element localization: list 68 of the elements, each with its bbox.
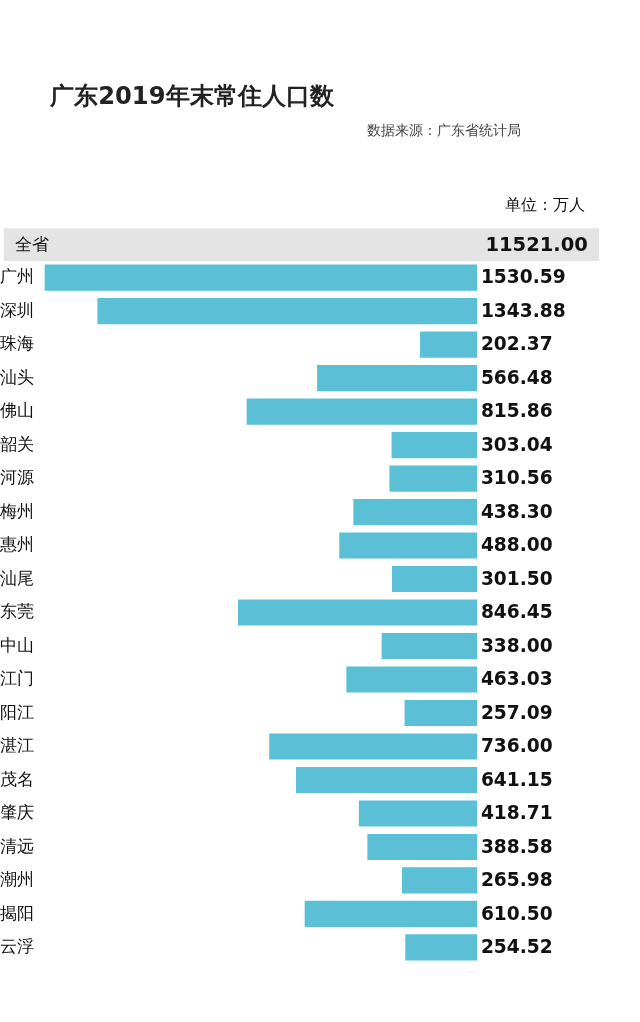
y-tick-label: 清远	[0, 835, 34, 856]
bar	[269, 733, 478, 760]
y-tick-label: 湛江	[0, 735, 34, 756]
y-tick-label: 汕尾	[0, 567, 34, 588]
bar	[238, 599, 478, 626]
y-tick-label: 珠海	[0, 333, 34, 354]
bar	[389, 465, 478, 492]
data-label: 641.15	[480, 768, 553, 790]
data-label: 301.50	[480, 567, 553, 589]
y-tick-label: 潮州	[0, 869, 34, 890]
y-tick-label: 阳江	[0, 701, 34, 722]
data-label: 265.98	[480, 869, 553, 891]
data-label: 310.56	[480, 467, 553, 489]
data-label: 736.00	[480, 735, 553, 757]
data-label: 303.04	[480, 433, 553, 455]
data-label: 418.71	[480, 802, 553, 824]
data-label: 202.37	[480, 333, 553, 355]
chart-title: 广东2019年末常住人口数	[49, 81, 335, 110]
bar	[402, 867, 478, 894]
bar	[404, 699, 478, 727]
y-tick-label: 惠州	[0, 534, 34, 555]
y-tick-label: 深圳	[0, 299, 34, 320]
y-tick-label: 佛山	[0, 400, 34, 421]
y-tick-label: 汕头	[0, 366, 34, 387]
y-tick-label: 云浮	[0, 936, 34, 957]
bar	[339, 532, 478, 559]
bar	[381, 632, 478, 660]
y-tick-label: 江门	[0, 668, 34, 689]
bar	[346, 666, 478, 693]
y-tick-label: 韶关	[0, 433, 34, 454]
data-label: 488.00	[480, 534, 553, 556]
bar	[296, 766, 478, 794]
data-label: 438.30	[480, 500, 553, 522]
y-tick-label: 东莞	[0, 601, 34, 622]
y-tick-label: 梅州	[0, 500, 34, 521]
bar	[392, 565, 478, 593]
data-label: 610.50	[480, 902, 553, 924]
data-label: 257.09	[480, 701, 553, 723]
bar	[246, 398, 478, 425]
bar	[97, 298, 478, 325]
data-label: 815.86	[480, 400, 553, 422]
y-tick-label: 河源	[0, 467, 34, 488]
text: 全省	[14, 233, 49, 254]
y-tick-label: 茂名	[0, 768, 34, 789]
bar	[405, 934, 478, 961]
data-label: 566.48	[480, 366, 553, 388]
y-tick-label: 揭阳	[0, 902, 34, 923]
data-label: 254.52	[480, 935, 553, 957]
bar	[420, 331, 478, 358]
bar	[44, 264, 478, 291]
data-label: 463.03	[480, 668, 553, 690]
y-tick-label: 广州	[0, 266, 34, 287]
bar	[353, 499, 478, 526]
text: 11521.00	[485, 232, 588, 256]
bar	[391, 432, 478, 459]
bar	[304, 900, 478, 927]
data-label: 1530.59	[480, 266, 566, 288]
text: 单位：万人	[505, 194, 586, 214]
data-label: 338.00	[480, 634, 553, 656]
data-label: 388.58	[480, 835, 553, 857]
data-label: 1343.88	[480, 299, 566, 321]
chart-subtitle: 数据来源：广东省统计局	[366, 122, 521, 139]
y-tick-label: 中山	[0, 634, 34, 655]
bar	[367, 833, 478, 860]
bar	[317, 365, 478, 392]
y-tick-label: 肇庆	[0, 802, 34, 823]
data-label: 846.45	[480, 601, 553, 623]
bar	[358, 800, 478, 827]
